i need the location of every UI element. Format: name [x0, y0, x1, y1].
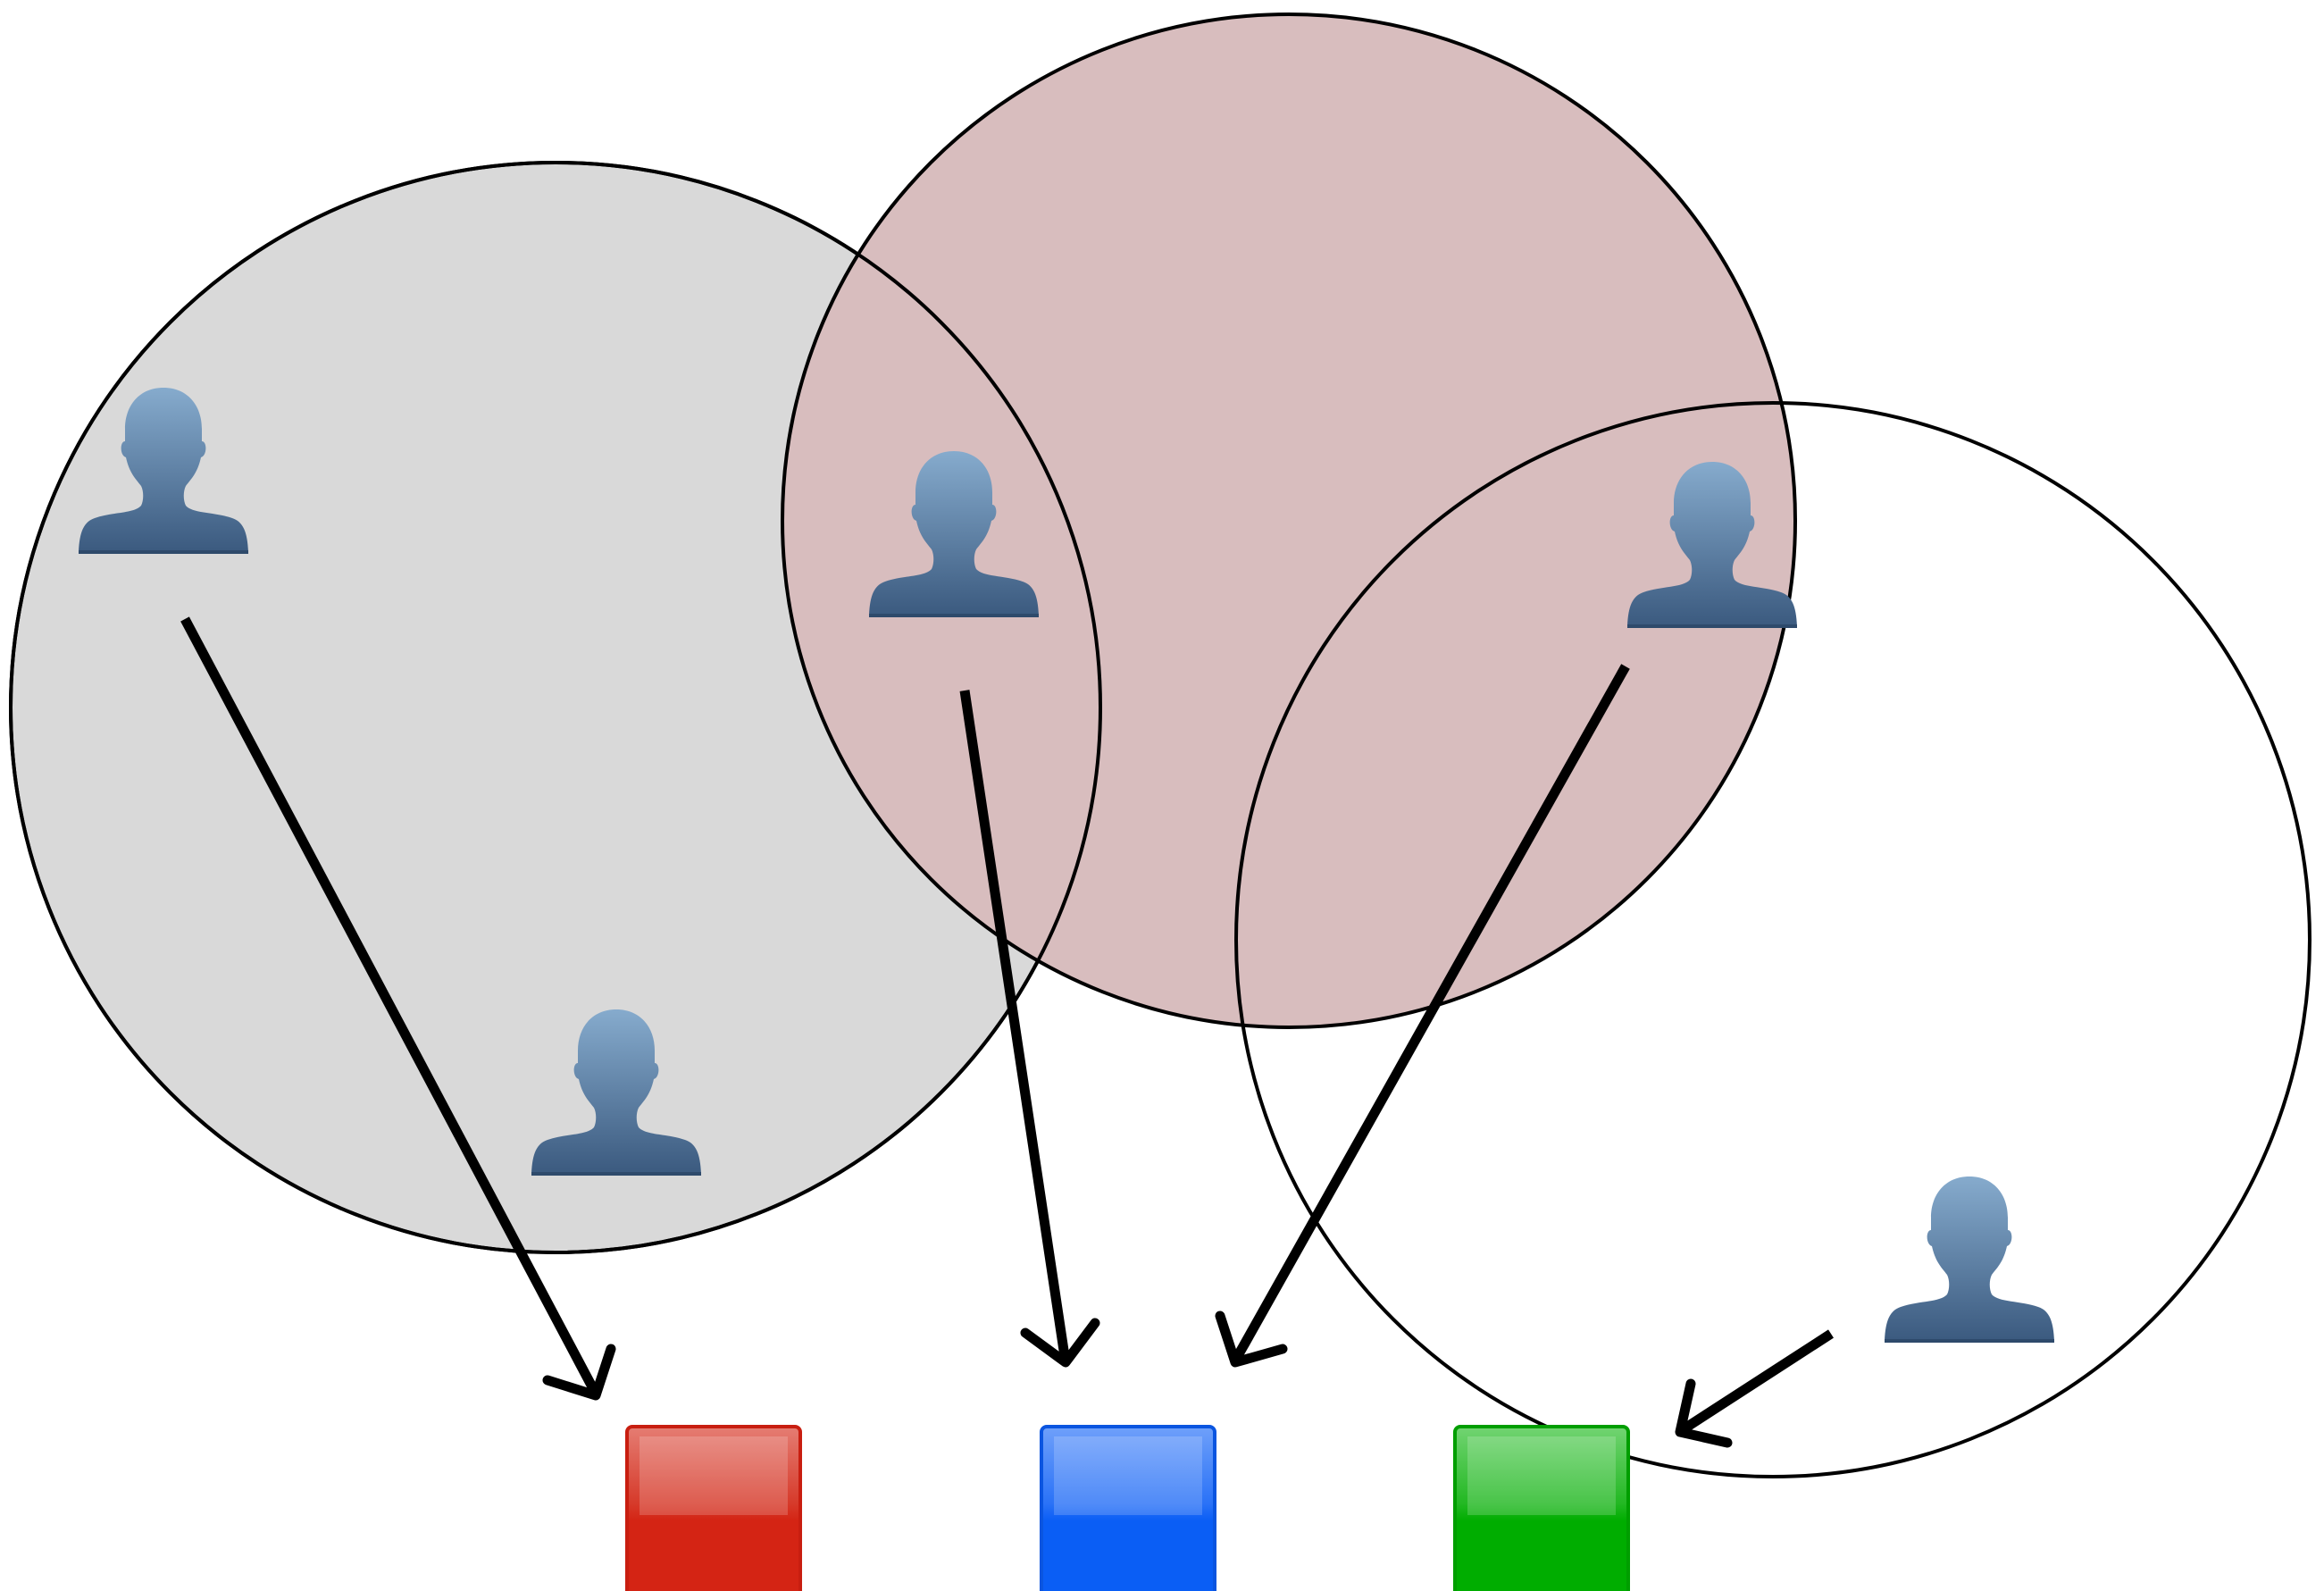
- person-icon: [1885, 1177, 2054, 1341]
- green-box: [1455, 1427, 1628, 1591]
- red-box: [627, 1427, 800, 1591]
- arrow-person5-to-green: [1679, 1334, 1831, 1443]
- blue-box: [1041, 1427, 1215, 1591]
